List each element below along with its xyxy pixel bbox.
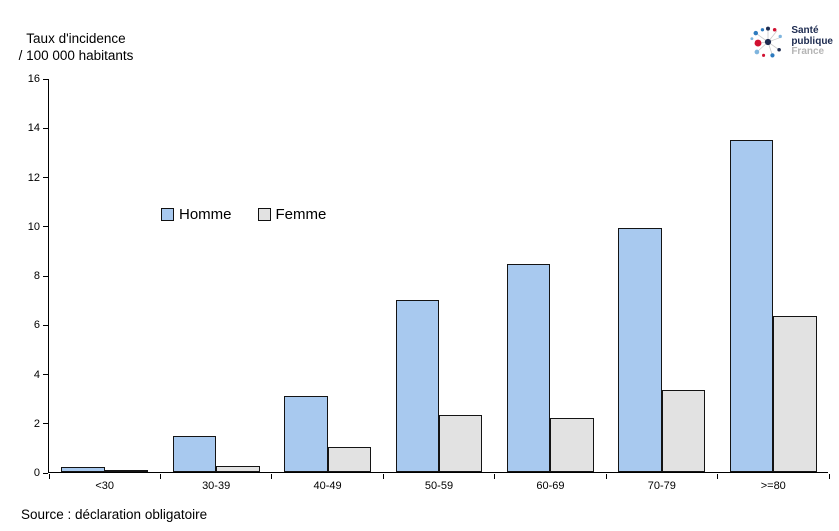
- plot-area: Homme Femme 0 2 4 6 8 10 12 14 16 <30 30-39 40-49 50-…: [28, 73, 830, 492]
- legend-label-homme: Homme: [179, 206, 232, 223]
- x-axis-boundary-tick: [271, 473, 273, 479]
- x-axis-label-70-79: 70-79: [647, 480, 676, 492]
- x-axis-boundary-tick: [605, 473, 607, 479]
- x-axis-label-60-69: 60-69: [536, 480, 565, 492]
- y-axis-label-2: 2: [33, 417, 40, 430]
- y-axis-tick: [43, 472, 48, 474]
- sante-publique-france-logo: Santé publique France: [748, 22, 833, 62]
- legend: Homme Femme: [161, 206, 326, 223]
- x-axis-boundary-tick: [828, 473, 830, 479]
- y-axis-label-4: 4: [33, 368, 40, 381]
- bar-femme-50-59: [439, 415, 483, 472]
- legend-swatch-homme: [161, 208, 174, 221]
- y-axis-title-line1: Taux d'incidence: [26, 31, 126, 46]
- y-axis-tick: [43, 78, 48, 80]
- y-axis-label-10: 10: [27, 220, 40, 233]
- source-note: Source : déclaration obligatoire: [21, 507, 208, 522]
- bar-homme-70-79: [618, 228, 662, 472]
- x-axis-label-40-49: 40-49: [313, 480, 342, 492]
- bar-homme-60-69: [506, 263, 551, 472]
- x-axis-label-50-59: 50-59: [424, 480, 454, 492]
- legend-label-femme: Femme: [275, 206, 327, 223]
- x-axis-label-<30: <30: [95, 480, 115, 492]
- y-axis-tick: [43, 226, 48, 228]
- y-axis-label-16: 16: [27, 73, 40, 85]
- logo-line1: Santé: [791, 25, 819, 37]
- bar-homme-40-49: [284, 395, 328, 472]
- bar-homme-50-59: [395, 299, 439, 472]
- y-axis-label-12: 12: [27, 171, 40, 184]
- bar-femme-30-39: [216, 465, 260, 472]
- x-axis-boundary-tick: [717, 473, 719, 479]
- y-axis-label-8: 8: [33, 270, 40, 282]
- logo-line2: publique: [791, 35, 833, 47]
- bar-femme->=80: [773, 315, 817, 472]
- bar-femme-40-49: [327, 447, 372, 472]
- bar-homme-30-39: [172, 436, 217, 472]
- bar-homme->=80: [729, 139, 774, 472]
- x-axis-boundary-tick: [494, 473, 496, 479]
- y-axis-tick: [43, 374, 48, 375]
- logo-line3: France: [791, 46, 825, 58]
- y-axis-label-14: 14: [27, 122, 40, 135]
- y-axis-tick: [43, 127, 48, 129]
- dot-burst-icon: [750, 26, 783, 58]
- y-axis-tick: [43, 423, 48, 425]
- legend-item-homme: Homme: [161, 206, 232, 223]
- y-axis-tick: [43, 177, 48, 178]
- y-axis-title-line2: / 100 000 habitants: [18, 48, 134, 63]
- x-axis-label-30-39: 30-39: [202, 480, 231, 492]
- bar-femme-70-79: [661, 389, 706, 472]
- legend-swatch-femme: [257, 208, 271, 221]
- bar-femme-60-69: [550, 417, 594, 472]
- y-axis-label-0: 0: [33, 467, 40, 479]
- y-axis-tick: [43, 275, 48, 277]
- x-axis-boundary-tick: [382, 473, 384, 479]
- y-axis-title: Taux d'incidence / 100 000 habitants: [6, 30, 146, 64]
- logo-wordmark: Santé publique France: [791, 26, 833, 58]
- y-axis-tick: [43, 324, 48, 326]
- legend-item-femme: Femme: [257, 206, 327, 223]
- y-axis-label-6: 6: [33, 319, 40, 332]
- x-axis-boundary-tick: [48, 473, 50, 479]
- bar-homme-<30: [61, 467, 105, 472]
- x-axis-boundary-tick: [159, 473, 161, 479]
- bar-femme-<30: [104, 470, 149, 472]
- x-axis-label->=80: >=80: [760, 480, 786, 492]
